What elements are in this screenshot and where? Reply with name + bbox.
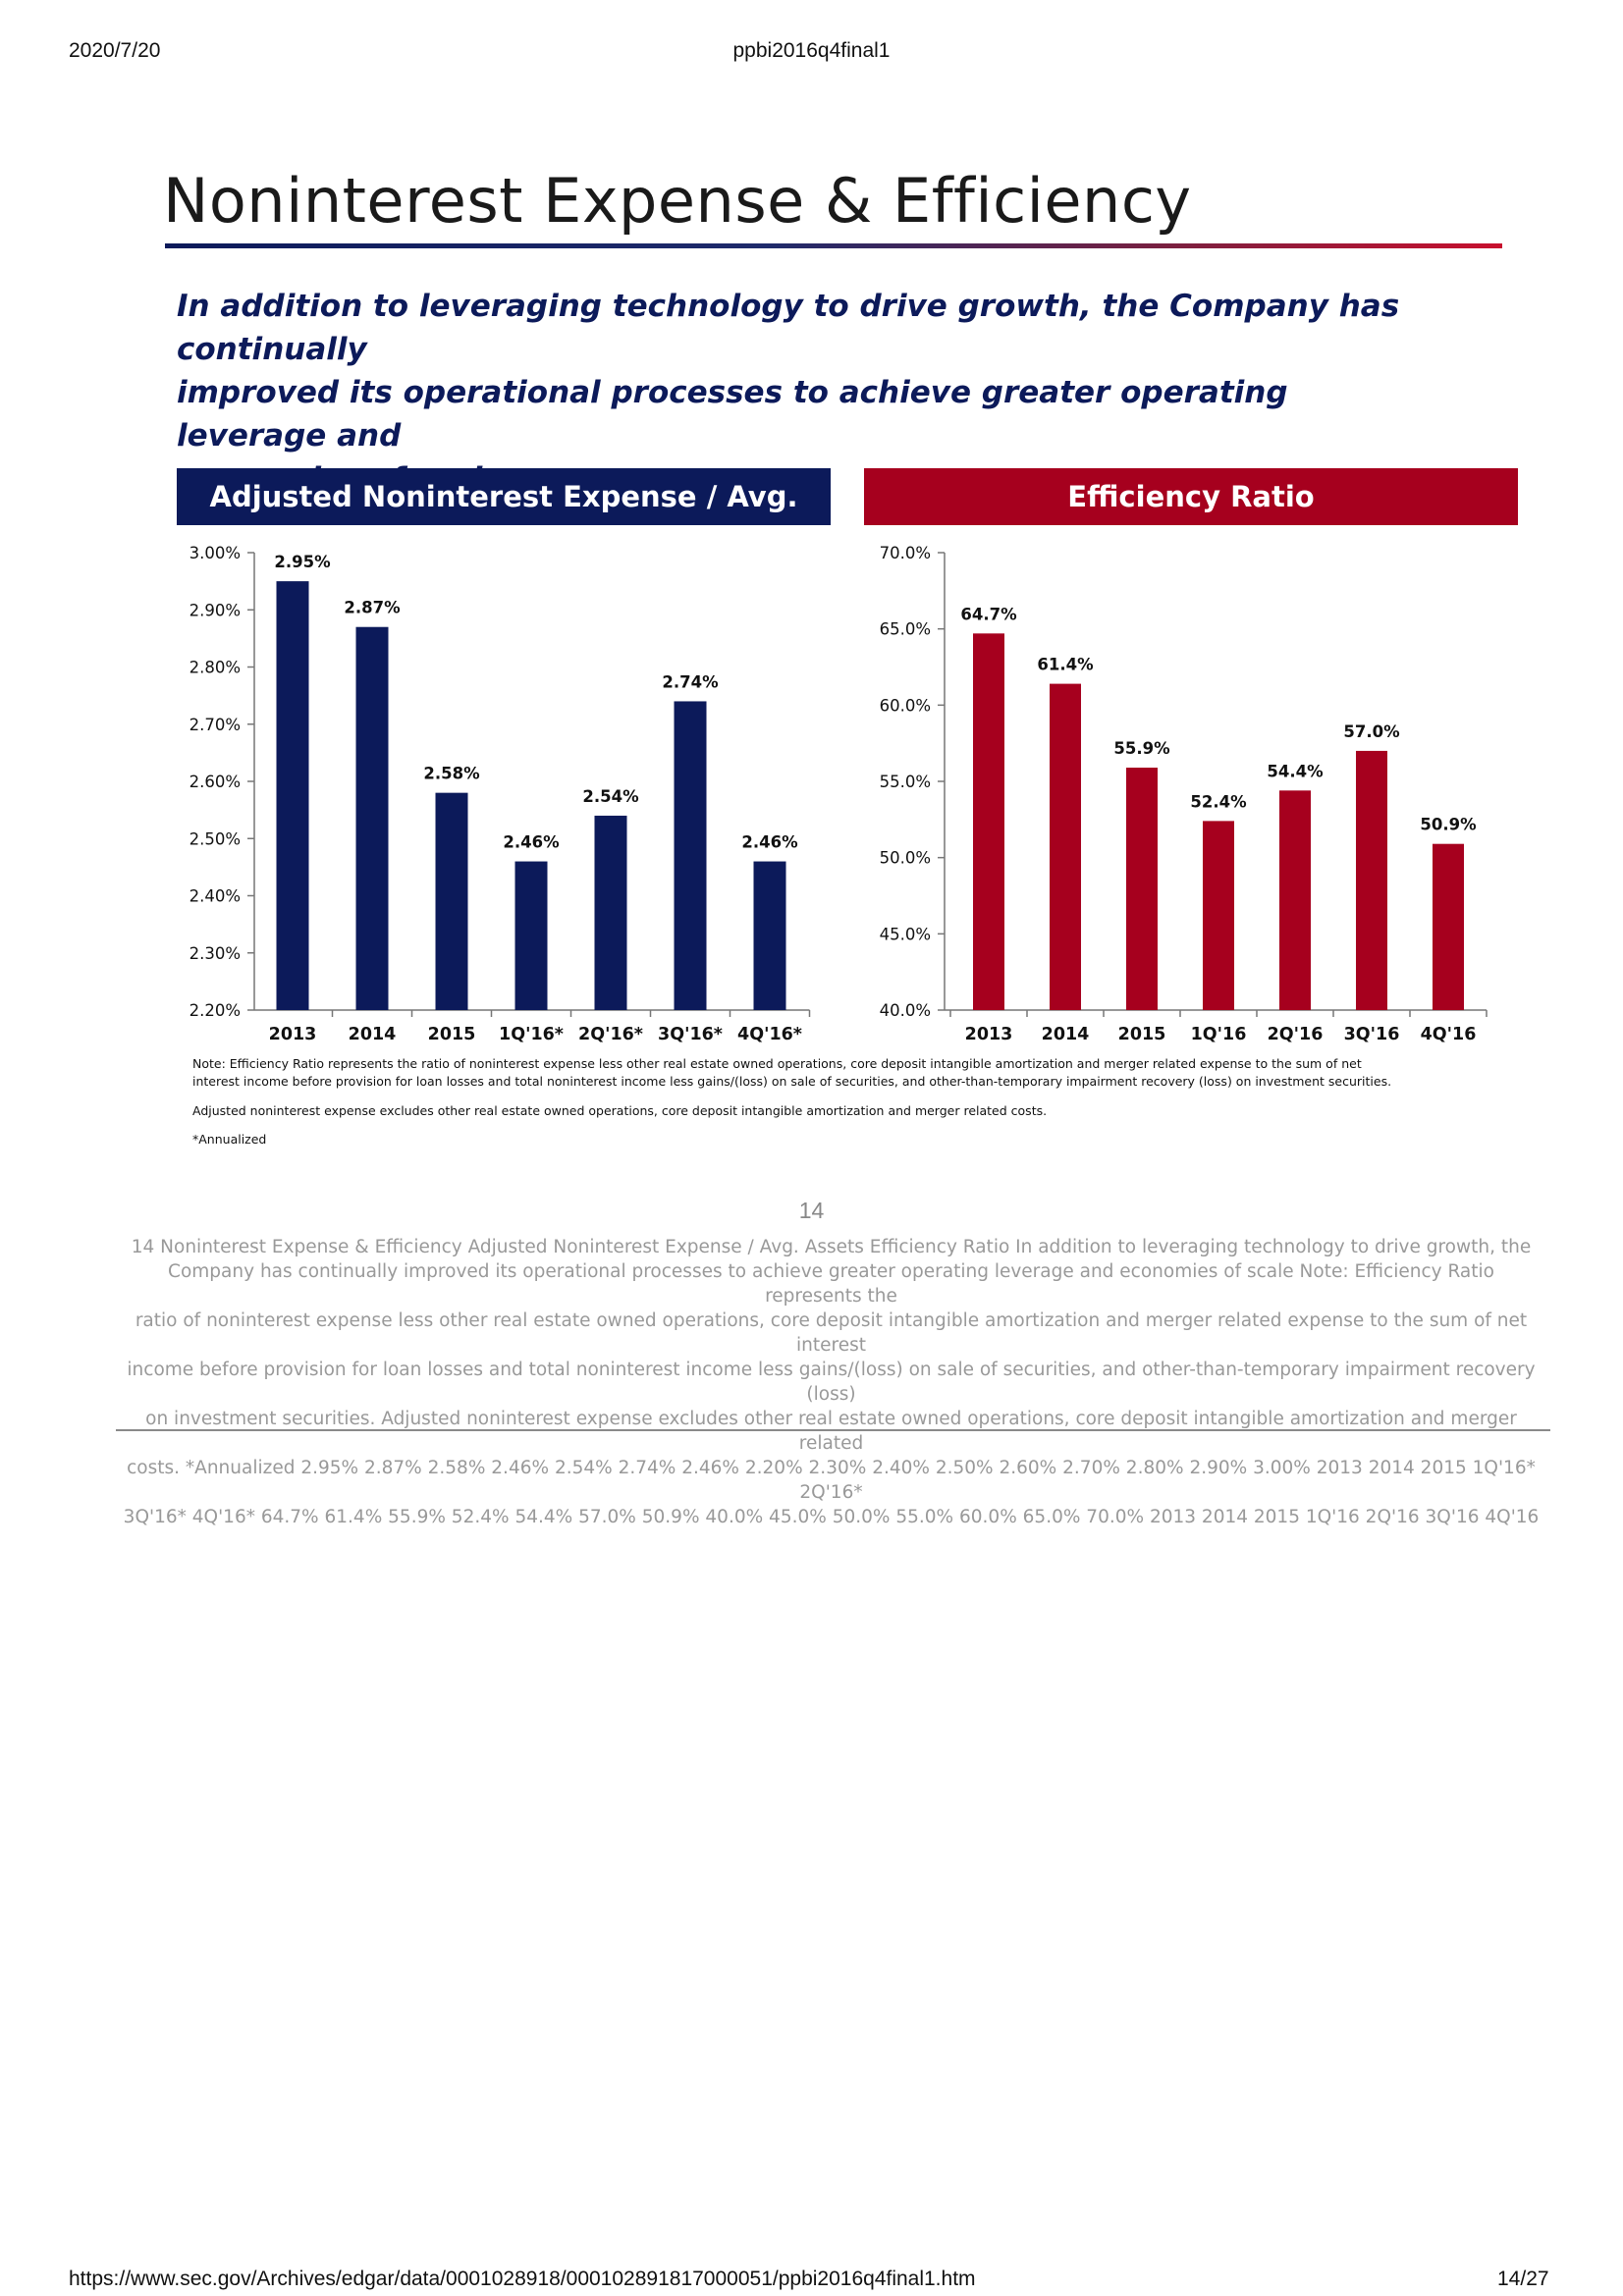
alt-text-line: costs. *Annualized 2.95% 2.87% 2.58% 2.4…: [127, 1458, 1536, 1503]
print-page-counter: 14/27: [1497, 2268, 1549, 2290]
alt-text-line: 3Q'16* 4Q'16* 64.7% 61.4% 55.9% 52.4% 54…: [123, 1507, 1540, 1527]
y-tick-label: 2.30%: [189, 944, 241, 963]
bar: [1433, 843, 1464, 1010]
bar-value-label: 54.4%: [1267, 762, 1324, 780]
bar-value-label: 2.74%: [662, 672, 719, 691]
print-date: 2020/7/20: [69, 39, 161, 62]
alt-text-line: on investment securities. Adjusted nonin…: [145, 1409, 1517, 1454]
intro-line: improved its operational processes to ac…: [177, 375, 1288, 454]
alt-text-line: 14 Noninterest Expense & Efficiency Adju…: [131, 1237, 1532, 1257]
note-efficiency-line-1: Note: Efficiency Ratio represents the ra…: [192, 1056, 1362, 1071]
bar: [514, 861, 548, 1010]
category-label: 3Q'16*: [658, 1025, 723, 1044]
print-doc-title: ppbi2016q4final1: [732, 39, 891, 62]
category-label: 3Q'16: [1344, 1025, 1400, 1044]
bar: [1126, 768, 1158, 1010]
category-label: 2013: [269, 1025, 317, 1044]
category-label: 2Q'16: [1268, 1025, 1324, 1044]
y-tick-label: 40.0%: [880, 1001, 931, 1020]
bar: [1279, 790, 1311, 1010]
bar-value-label: 50.9%: [1420, 816, 1477, 834]
y-tick-label: 65.0%: [880, 620, 931, 639]
bar-value-label: 57.0%: [1343, 722, 1400, 741]
category-label: 4Q'16*: [737, 1025, 802, 1044]
bar: [1203, 821, 1234, 1010]
bar: [594, 815, 627, 1010]
category-label: 4Q'16: [1421, 1025, 1477, 1044]
category-label: 1Q'16: [1191, 1025, 1247, 1044]
note-efficiency-line-2: interest income before provision for loa…: [192, 1074, 1392, 1089]
slide-title: Noninterest Expense & Efficiency: [163, 165, 1192, 237]
category-label: 2014: [1042, 1025, 1090, 1044]
title-underline: [165, 243, 1502, 248]
print-url: https://www.sec.gov/Archives/edgar/data/…: [69, 2268, 976, 2290]
bar: [355, 626, 389, 1010]
bar-value-label: 2.46%: [741, 833, 798, 852]
y-tick-label: 2.50%: [189, 829, 241, 848]
y-tick-label: 3.00%: [189, 544, 241, 562]
bar: [973, 633, 1004, 1010]
y-tick-label: 55.0%: [880, 773, 931, 791]
bar-value-label: 2.54%: [582, 787, 639, 806]
y-tick-label: 45.0%: [880, 925, 931, 943]
alt-text-line: income before provision for loan losses …: [127, 1360, 1536, 1405]
category-label: 1Q'16*: [499, 1025, 564, 1044]
y-tick-label: 2.20%: [189, 1001, 241, 1020]
image-alt-text: 14 Noninterest Expense & Efficiency Adju…: [118, 1235, 1544, 1529]
category-label: 2015: [1118, 1025, 1166, 1044]
y-tick-label: 2.40%: [189, 887, 241, 906]
bar-value-label: 55.9%: [1113, 739, 1170, 758]
bottom-divider: [116, 1429, 1550, 1431]
y-tick-label: 50.0%: [880, 849, 931, 868]
y-tick-label: 60.0%: [880, 696, 931, 715]
alt-text-line: ratio of noninterest expense less other …: [135, 1310, 1528, 1356]
bar: [1356, 750, 1387, 1010]
note-adjusted-expense: Adjusted noninterest expense excludes ot…: [192, 1103, 1048, 1118]
bar-value-label: 61.4%: [1037, 656, 1094, 674]
category-label: 2Q'16*: [578, 1025, 643, 1044]
bar: [276, 581, 309, 1010]
y-tick-label: 2.90%: [189, 601, 241, 619]
alt-text-line: Company has continually improved its ope…: [168, 1261, 1494, 1307]
category-label: 2015: [428, 1025, 476, 1044]
category-label: 2013: [965, 1025, 1013, 1044]
bar: [435, 792, 468, 1010]
efficiency-chart-title: Efficiency Ratio: [864, 468, 1518, 525]
expense-ratio-chart: 2.20% 2.30% 2.40% 2.50% 2.60% 2.70% 2.80% 2.90%…: [189, 544, 811, 1044]
bar-value-label: 2.46%: [503, 833, 560, 852]
intro-statement: In addition to leveraging technology to …: [177, 285, 1434, 501]
category-label: 2014: [349, 1025, 397, 1044]
bar-value-label: 64.7%: [960, 605, 1017, 623]
note-annualized: *Annualized: [192, 1132, 267, 1147]
y-tick-label: 70.0%: [880, 544, 931, 562]
bar: [753, 861, 786, 1010]
bar-value-label: 2.95%: [274, 553, 331, 571]
y-tick-label: 2.70%: [189, 716, 241, 734]
y-tick-label: 2.80%: [189, 659, 241, 677]
bar-value-label: 2.58%: [423, 765, 480, 783]
y-tick-label: 2.60%: [189, 773, 241, 791]
bar: [1050, 683, 1081, 1010]
bar-value-label: 2.87%: [344, 599, 401, 617]
efficiency-ratio-chart: 40.0% 45.0% 50.0% 55.0% 60.0% 65.0% 70.0% 64.7%…: [880, 544, 1488, 1044]
bar: [674, 701, 707, 1010]
bar-value-label: 52.4%: [1190, 792, 1247, 811]
intro-line: In addition to leveraging technology to …: [177, 289, 1400, 367]
slide-page-number: 14: [798, 1198, 825, 1223]
expense-chart-title: Adjusted Noninterest Expense / Avg. Asse…: [177, 468, 831, 570]
